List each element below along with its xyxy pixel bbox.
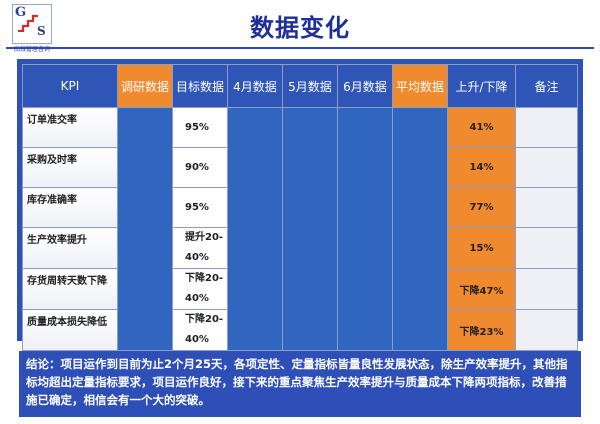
target-value: 提升20-40% [172, 227, 228, 269]
note-cell [515, 309, 578, 351]
company-logo: G S 高效管理咨询 [6, 4, 72, 56]
change-value: 41% [447, 107, 516, 148]
kpi-name: 库存准确率 [22, 187, 118, 228]
table-row: 生产效率提升 提升20-40% 15% [22, 227, 578, 269]
change-value: 下降47% [447, 268, 516, 310]
header-notes: 备注 [515, 64, 578, 108]
note-cell [515, 268, 578, 310]
note-cell [515, 227, 578, 269]
header-may: 5月数据 [282, 64, 338, 108]
logo-letter-g: G [15, 5, 27, 20]
logo-letter-s: S [37, 24, 46, 38]
average-column-cell [392, 107, 448, 351]
may-column-cell [282, 107, 338, 351]
page-title: 数据变化 [250, 14, 350, 42]
table-row: 库存准确率 95% 77% [22, 187, 578, 228]
june-column-cell [337, 107, 393, 351]
april-column-cell [227, 107, 283, 351]
table-row: 质量成本损失降低 下降20-40% 下降23% [22, 309, 578, 351]
title-divider [6, 47, 594, 49]
target-value: 90% [172, 147, 228, 188]
target-value: 95% [172, 187, 228, 228]
header-target: 目标数据 [172, 64, 228, 108]
target-value: 下降20-40% [172, 309, 228, 351]
header-change: 上升/下降 [447, 64, 516, 108]
change-value: 15% [447, 227, 516, 269]
kpi-name: 采购及时率 [22, 147, 118, 188]
change-value: 14% [447, 147, 516, 188]
target-value: 下降20-40% [172, 268, 228, 310]
conclusion-text: 结论：项目运作到目前为止2个月25天，各项定性、定量指标皆量良性发展状态，除生产… [26, 357, 568, 407]
kpi-name: 存货周转天数下降 [22, 268, 118, 310]
table-header-row: KPI 调研数据 目标数据 4月数据 5月数据 6月数据 平均数据 上升/下降 … [22, 64, 578, 108]
header-kpi: KPI [22, 64, 118, 108]
conclusion-box: 结论：项目运作到目前为止2个月25天，各项定性、定量指标皆量良性发展状态，除生产… [19, 351, 581, 417]
header-average: 平均数据 [392, 64, 448, 108]
note-cell [515, 187, 578, 228]
survey-column-cell [117, 107, 173, 351]
kpi-table: KPI 调研数据 目标数据 4月数据 5月数据 6月数据 平均数据 上升/下降 … [22, 64, 578, 351]
header-april: 4月数据 [227, 64, 283, 108]
note-cell [515, 147, 578, 188]
table-row: 订单准交率 95% 41% [22, 107, 578, 351]
header-survey: 调研数据 [117, 64, 173, 108]
logo-stairs-icon [18, 14, 38, 32]
change-value: 77% [447, 187, 516, 228]
logo-caption: 高效管理咨询 [13, 46, 50, 53]
kpi-name: 质量成本损失降低 [22, 309, 118, 351]
table-row: 存货周转天数下降 下降20-40% 下降47% [22, 268, 578, 310]
table-row: 采购及时率 90% 14% [22, 147, 578, 188]
note-cell [515, 107, 578, 148]
change-value: 下降23% [447, 309, 516, 351]
kpi-name: 订单准交率 [22, 107, 118, 148]
target-value: 95% [172, 107, 228, 148]
kpi-name: 生产效率提升 [22, 227, 118, 269]
header-june: 6月数据 [337, 64, 393, 108]
logo-frame [12, 4, 52, 44]
